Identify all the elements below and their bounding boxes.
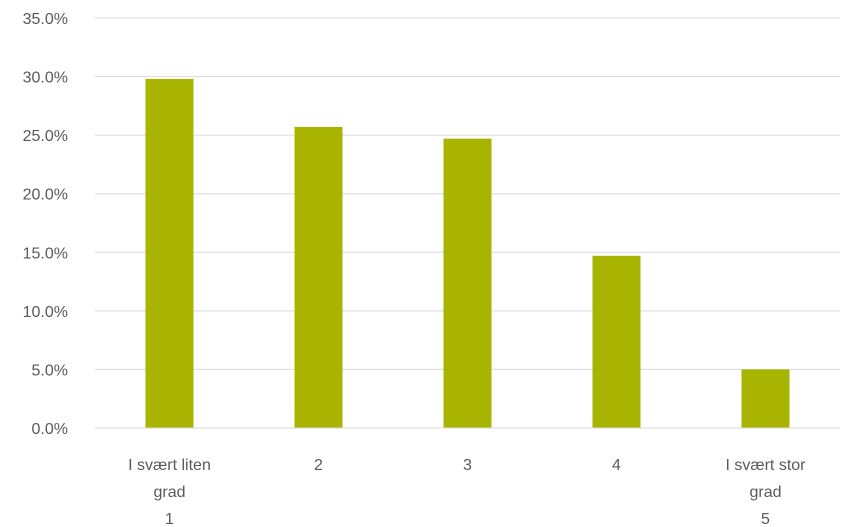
bar	[443, 138, 492, 428]
x-axis-category-labels: I svært liten grad 1 2 3 4 I svært stor grad 5	[128, 457, 806, 527]
x-category-label: 3	[463, 457, 472, 474]
y-tick-label: 5.0%	[32, 362, 68, 379]
x-category-label: 4	[612, 457, 621, 474]
bar	[592, 255, 641, 428]
y-tick-label: 15.0%	[23, 245, 68, 262]
bar	[741, 369, 790, 428]
bar	[145, 78, 194, 429]
y-axis-tick-labels: 0.0% 5.0% 10.0% 15.0% 20.0% 25.0% 30.0% 35.0%	[23, 11, 68, 438]
y-tick-label: 10.0%	[23, 304, 68, 321]
x-category-label: 2	[314, 457, 323, 474]
x-category-label: I svært stor grad 5	[725, 457, 806, 527]
y-tick-label: 25.0%	[23, 128, 68, 145]
y-tick-label: 30.0%	[23, 70, 68, 87]
y-tick-label: 35.0%	[23, 11, 68, 28]
y-tick-label: 20.0%	[23, 187, 68, 204]
x-category-label: I svært liten grad 1	[128, 457, 211, 527]
y-tick-label: 0.0%	[32, 421, 68, 438]
bars	[145, 78, 790, 429]
bar	[294, 126, 343, 428]
